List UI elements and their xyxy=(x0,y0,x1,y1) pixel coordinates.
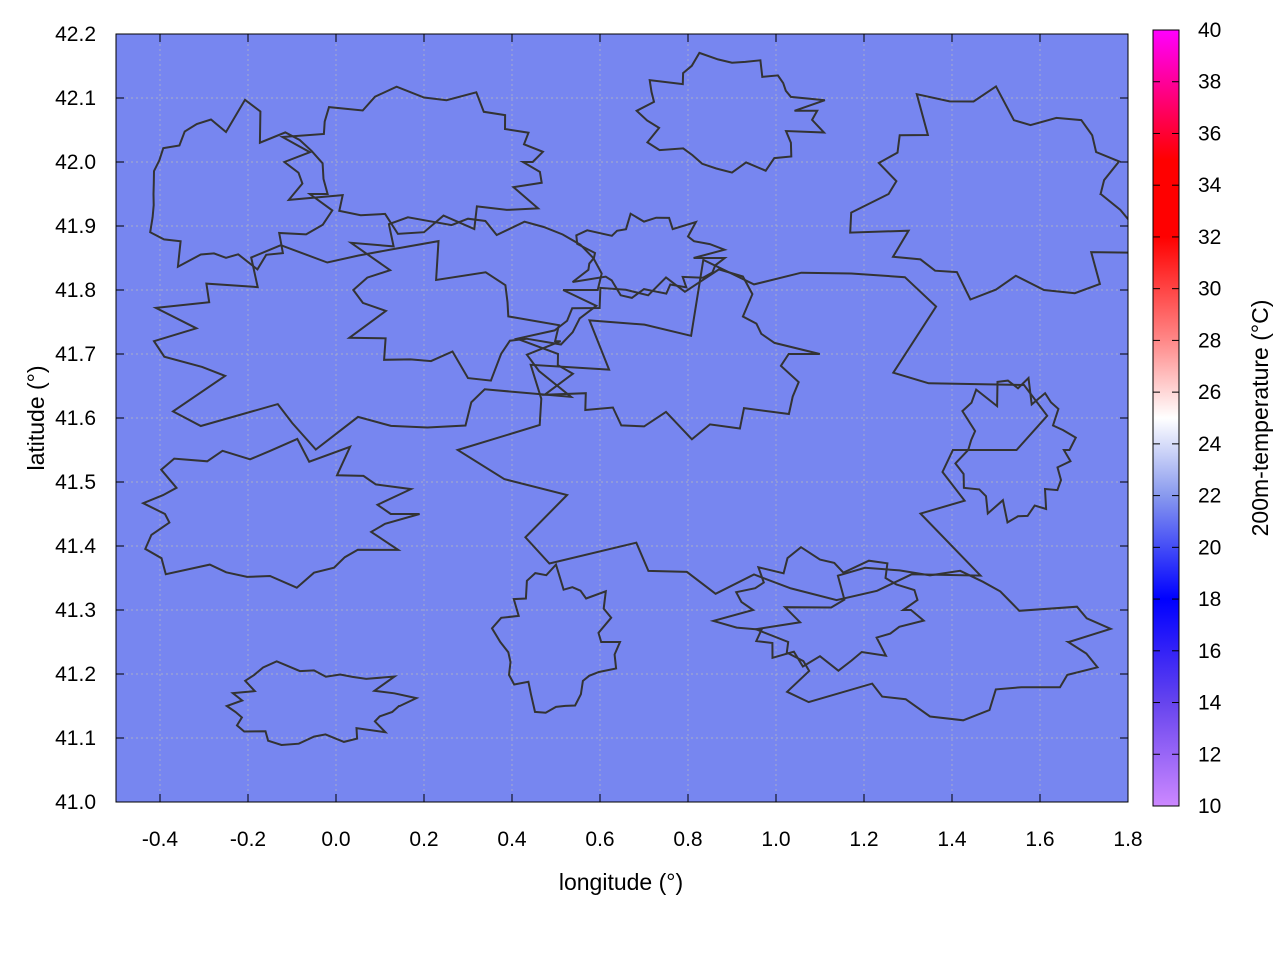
colorbar-tick-label: 38 xyxy=(1198,71,1221,94)
contour-line xyxy=(709,545,926,672)
colorbar-ticks: 10 12 14 16 18 20 22 24 26 28 30 32 34 36 38 40 xyxy=(1153,19,1222,818)
y-tick-label: 42.2 xyxy=(55,23,96,46)
colorbar-tick-label: 32 xyxy=(1198,226,1221,249)
y-tick-label: 41.6 xyxy=(55,407,96,430)
colorbar-tick-label: 30 xyxy=(1198,278,1221,301)
colorbar-tick-label: 12 xyxy=(1198,743,1221,766)
y-axis-ticks: 41.0 41.1 41.2 41.3 41.4 41.5 41.6 41.7 41.8 41.9… xyxy=(55,23,1128,814)
x-tick-label: 1.6 xyxy=(1025,828,1054,851)
colorbar-tick-label: 20 xyxy=(1198,536,1221,559)
y-tick-label: 41.0 xyxy=(55,791,96,814)
contour-line xyxy=(140,437,420,589)
y-tick-label: 41.4 xyxy=(55,535,96,558)
colorbar-tick-label: 24 xyxy=(1198,433,1222,456)
colorbar-tick-label: 28 xyxy=(1198,329,1221,352)
y-axis-label: latitude (°) xyxy=(23,365,49,470)
y-tick-label: 41.8 xyxy=(55,279,96,302)
x-tick-label: 1.2 xyxy=(849,828,878,851)
x-tick-label: 0.2 xyxy=(409,828,438,851)
colorbar-tick-label: 26 xyxy=(1198,381,1221,404)
y-tick-label: 42.1 xyxy=(55,87,96,110)
y-tick-label: 41.5 xyxy=(55,471,96,494)
x-tick-label: -0.2 xyxy=(230,828,266,851)
colorbar-tick-label: 18 xyxy=(1198,588,1221,611)
colorbar-label: 200m-temperature (°C) xyxy=(1247,300,1273,537)
colorbar-tick-label: 40 xyxy=(1198,19,1221,42)
contour-line xyxy=(152,239,575,451)
contour-line xyxy=(346,216,603,382)
colorbar-tick-label: 36 xyxy=(1198,122,1221,145)
colorbar xyxy=(1152,29,1180,807)
y-tick-label: 41.3 xyxy=(55,599,96,622)
colorbar-tick-label: 16 xyxy=(1198,640,1221,663)
x-tick-label: 0.4 xyxy=(497,828,527,851)
contour-line xyxy=(752,566,1114,722)
colorbar-tick-label: 14 xyxy=(1198,692,1222,715)
y-tick-label: 41.9 xyxy=(55,215,96,238)
contour-line xyxy=(455,258,1049,602)
x-axis-label: longitude (°) xyxy=(559,869,683,895)
x-tick-label: 0.0 xyxy=(321,828,350,851)
x-axis-ticks: -0.4 -0.2 0.0 0.2 0.4 0.6 0.8 1.0 1.2 1.4 1.6 1.8 xyxy=(142,34,1143,851)
contour-line xyxy=(849,84,1128,301)
colorbar-tick-label: 22 xyxy=(1198,485,1221,508)
colorbar-tick-label: 10 xyxy=(1198,795,1221,818)
contour-line xyxy=(279,85,545,235)
y-tick-label: 41.2 xyxy=(55,663,96,686)
x-tick-label: 1.8 xyxy=(1113,828,1142,851)
contour-line xyxy=(634,51,827,174)
x-tick-label: -0.4 xyxy=(142,828,179,851)
x-tick-label: 0.8 xyxy=(673,828,702,851)
terrain-contour-lines xyxy=(140,51,1128,747)
colorbar-tick-label: 34 xyxy=(1198,174,1222,197)
contour-line xyxy=(149,98,334,271)
y-tick-label: 41.1 xyxy=(55,727,96,750)
contour-line xyxy=(954,375,1078,524)
y-tick-label: 41.7 xyxy=(55,343,96,366)
x-tick-label: 1.4 xyxy=(937,828,967,851)
y-tick-label: 42.0 xyxy=(55,151,96,174)
contour-line xyxy=(513,268,821,441)
x-tick-label: 0.6 xyxy=(585,828,614,851)
contour-line xyxy=(224,660,420,747)
x-tick-label: 1.0 xyxy=(761,828,790,851)
contour-line xyxy=(571,212,728,299)
contour-line xyxy=(490,562,622,714)
